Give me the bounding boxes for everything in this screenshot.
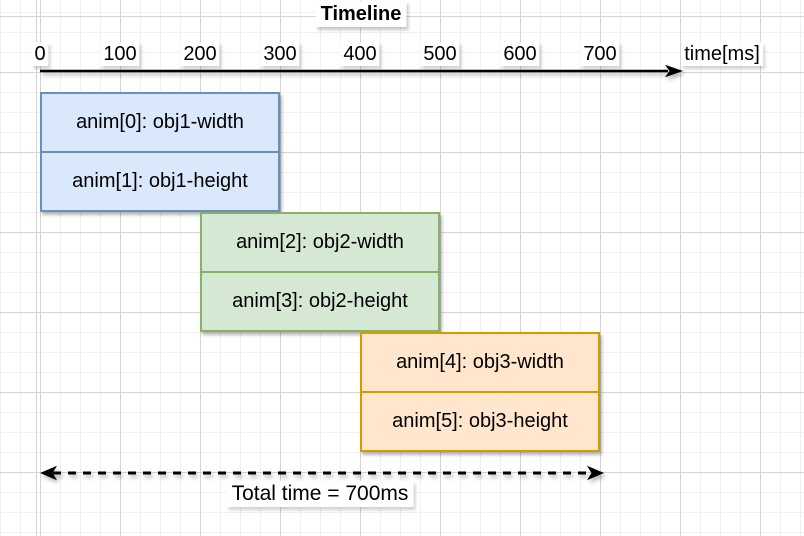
axis-tick-600: 600 (500, 42, 540, 66)
task-anim1-obj1-height: anim[1]: obj1-height (42, 151, 278, 210)
task-group-obj2: anim[2]: obj2-width anim[3]: obj2-height (200, 212, 440, 332)
axis-tick-100: 100 (100, 42, 140, 66)
task-anim1-label: anim[1]: obj1-height (72, 170, 248, 192)
total-time-arrow (40, 465, 604, 481)
axis-tick-300: 300 (260, 42, 300, 66)
task-anim3-obj2-height: anim[3]: obj2-height (202, 271, 438, 330)
axis-tick-200: 200 (180, 42, 220, 66)
axis-tick-400: 400 (340, 42, 380, 66)
task-anim0-obj1-width: anim[0]: obj1-width (42, 94, 278, 151)
task-group-obj3: anim[4]: obj3-width anim[5]: obj3-height (360, 332, 600, 452)
diagram-title: Timeline (315, 1, 407, 27)
total-time-label: Total time = 700ms (226, 481, 414, 507)
axis-tick-700: 700 (580, 42, 620, 66)
task-anim0-label: anim[0]: obj1-width (76, 111, 244, 133)
total-arrow-right-head-icon (587, 465, 604, 481)
axis-tick-500: 500 (420, 42, 460, 66)
axis-tick-0: 0 (31, 42, 49, 66)
axis-arrowhead-icon (665, 64, 683, 78)
axis-unit-label: time[ms] (681, 42, 763, 66)
task-group-obj1: anim[0]: obj1-width anim[1]: obj1-height (40, 92, 280, 212)
task-anim2-obj2-width: anim[2]: obj2-width (202, 214, 438, 271)
task-anim4-obj3-width: anim[4]: obj3-width (362, 334, 598, 391)
total-arrow-left-head-icon (40, 465, 57, 481)
task-anim3-label: anim[3]: obj2-height (232, 290, 408, 312)
task-anim2-label: anim[2]: obj2-width (236, 231, 404, 253)
task-anim5-obj3-height: anim[5]: obj3-height (362, 391, 598, 450)
task-anim4-label: anim[4]: obj3-width (396, 351, 564, 373)
time-axis (40, 64, 683, 78)
task-anim5-label: anim[5]: obj3-height (392, 410, 568, 432)
